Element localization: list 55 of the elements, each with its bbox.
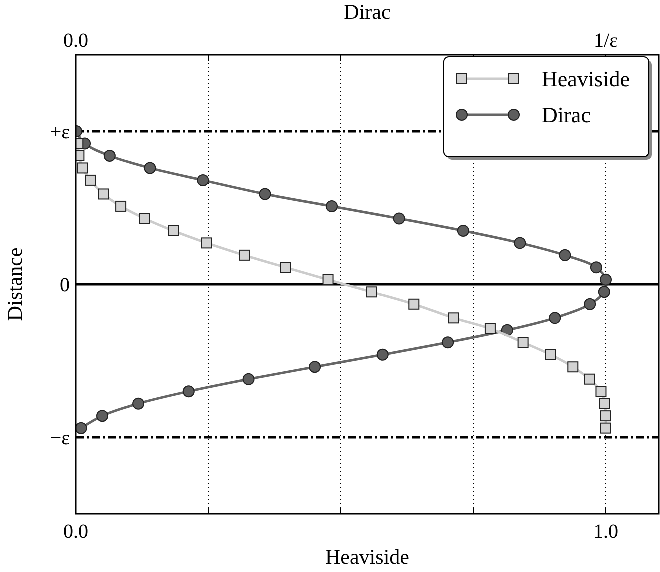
point xyxy=(76,422,88,434)
point xyxy=(600,422,612,434)
point xyxy=(197,174,210,186)
point xyxy=(442,336,454,349)
ref-line-label: 0 xyxy=(60,274,70,296)
point xyxy=(280,262,292,274)
point xyxy=(457,224,470,237)
point xyxy=(132,398,145,410)
point xyxy=(309,361,322,374)
point xyxy=(600,410,612,422)
point xyxy=(201,238,212,249)
ref-line-label: +ε xyxy=(50,122,70,144)
point xyxy=(85,174,96,186)
point xyxy=(259,188,272,200)
point xyxy=(545,349,556,360)
point xyxy=(484,323,496,334)
point xyxy=(376,348,389,361)
point xyxy=(568,362,579,373)
point xyxy=(182,386,195,398)
point xyxy=(239,250,250,261)
ref-line-label: −ε xyxy=(50,428,70,450)
point xyxy=(96,410,108,422)
point xyxy=(518,337,529,348)
point xyxy=(408,298,420,310)
point xyxy=(600,274,612,286)
point xyxy=(139,213,150,224)
x-axis-title: Heaviside xyxy=(326,545,410,569)
x2-axis-title: Dirac xyxy=(344,0,391,24)
legend-label: Dirac xyxy=(542,102,592,128)
x2-tick-label: 1/ε xyxy=(594,30,618,52)
x-tick-label: 1.0 xyxy=(594,521,618,543)
point xyxy=(322,274,334,286)
point xyxy=(599,398,610,410)
point xyxy=(448,312,460,324)
point xyxy=(549,312,562,324)
point xyxy=(514,237,526,250)
y-axis-title: Distance xyxy=(3,248,27,322)
point xyxy=(242,373,255,386)
point xyxy=(116,200,127,212)
point xyxy=(77,162,88,174)
point xyxy=(98,188,110,200)
point xyxy=(104,150,116,162)
legend-label: Heaviside xyxy=(542,66,630,92)
point xyxy=(598,286,610,298)
point xyxy=(144,162,156,174)
point xyxy=(584,298,596,310)
x2-tick-label: 0.0 xyxy=(64,30,88,52)
point xyxy=(584,374,596,385)
point xyxy=(559,249,572,262)
point xyxy=(168,225,180,236)
point xyxy=(590,262,602,274)
point xyxy=(393,212,406,225)
point xyxy=(326,200,338,212)
point xyxy=(596,386,607,398)
point xyxy=(366,286,378,298)
